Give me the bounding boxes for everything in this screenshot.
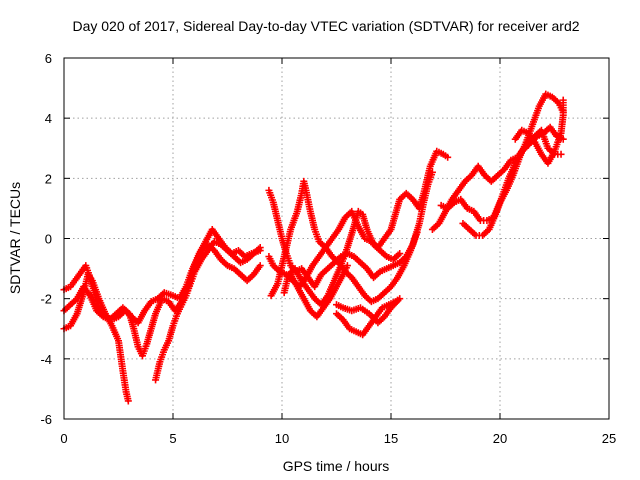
y-tick-label: 4 — [45, 111, 52, 126]
data-point-marker — [557, 150, 565, 158]
x-tick-label: 10 — [275, 431, 289, 446]
data-marks — [60, 90, 567, 405]
data-point-marker — [256, 244, 264, 252]
data-point-marker — [333, 301, 340, 309]
y-axis-label: SDTVAR / TECUs — [7, 182, 23, 294]
data-point-marker — [559, 96, 567, 104]
series-track-14 — [511, 96, 567, 167]
y-tick-label: -2 — [40, 292, 52, 307]
data-point-marker — [413, 228, 421, 236]
x-tick-label: 0 — [60, 431, 67, 446]
y-tick-label: 2 — [45, 171, 52, 186]
y-tick-label: -6 — [40, 412, 52, 427]
x-tick-label: 20 — [493, 431, 507, 446]
data-point-marker — [343, 262, 351, 270]
data-point-marker — [444, 153, 452, 161]
chart-title: Day 020 of 2017, Sidereal Day-to-day VTE… — [72, 18, 579, 34]
data-point-marker — [428, 168, 436, 176]
x-axis-label: GPS time / hours — [283, 458, 390, 474]
series-track-9 — [287, 262, 351, 321]
data-point-marker — [124, 397, 132, 405]
y-tick-label: 6 — [45, 51, 52, 66]
x-tick-label: 25 — [602, 431, 616, 446]
series-track-4 — [152, 238, 264, 384]
series-track-11 — [428, 123, 567, 233]
axis-ticks: 0 5 10 15 20 25 -6 -4 -2 0 2 4 6 — [40, 51, 616, 446]
data-point-marker — [396, 250, 404, 258]
y-tick-label: 0 — [45, 232, 52, 247]
grid — [64, 58, 609, 419]
x-tick-label: 15 — [384, 431, 398, 446]
y-tick-label: -4 — [40, 352, 52, 367]
data-point-marker — [256, 262, 264, 270]
x-tick-label: 5 — [169, 431, 176, 446]
series-track-10 — [333, 295, 404, 339]
series-track-7 — [267, 177, 421, 306]
